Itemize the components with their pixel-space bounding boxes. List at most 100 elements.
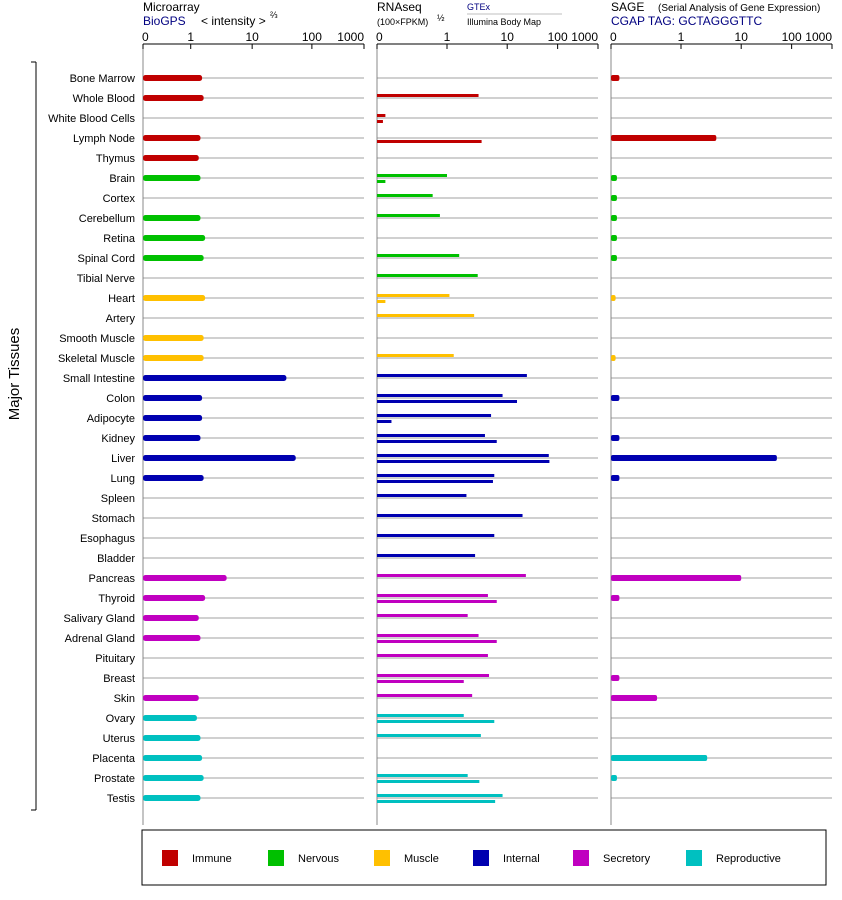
rnaseq-bodymap-bar: [377, 720, 495, 723]
rnaseq-gtex-bar: [377, 614, 468, 617]
sage-bar: [611, 455, 777, 461]
tissue-label: Liver: [111, 453, 135, 465]
legend-label: Secretory: [603, 853, 651, 865]
rnaseq-gtex-bar: [377, 474, 495, 477]
tissue-label: Pituitary: [95, 653, 135, 665]
sage-bar: [611, 175, 617, 181]
tissue-label: White Blood Cells: [48, 113, 135, 125]
rnaseq-gtex-bar: [377, 674, 490, 677]
rnaseq-unit: (100×FPKM): [377, 17, 428, 27]
rnaseq-gtex-bar: [377, 174, 448, 177]
rnaseq-bodymap-bar: [377, 180, 386, 183]
rnaseq-bodymap-bar: [377, 600, 497, 603]
rnaseq-bodymap-bar: [377, 300, 386, 303]
rnaseq-bodymap-bar: [377, 780, 480, 783]
rnaseq-tick-label: 1000: [571, 30, 598, 44]
rnaseq-gtex-bar: [377, 434, 485, 437]
sage-bar: [611, 595, 620, 601]
legend-label: Nervous: [298, 853, 339, 865]
rnaseq-title: RNAseq: [377, 0, 422, 14]
tissue-label: Tibial Nerve: [77, 273, 135, 285]
legend-label: Immune: [192, 853, 232, 865]
microarray-bar: [143, 575, 227, 581]
sage-bar: [611, 75, 620, 81]
tissue-label: Colon: [106, 393, 135, 405]
sage-bar: [611, 195, 617, 201]
rows-layer: Bone Marrow Whole Blood White Blood Cells L…: [48, 73, 832, 805]
axes-layer: 0 1 10 100 1000 0 1 10 100 1000 0 1 10 100 1000: [142, 30, 833, 825]
microarray-tick-label: 100: [302, 30, 322, 44]
microarray-bar: [143, 75, 203, 81]
rnaseq-bodymap-bar: [377, 420, 392, 423]
microarray-bar: [143, 355, 204, 361]
tissue-group-bracket: Major Tissues: [6, 61, 37, 811]
microarray-header: Microarray BioGPS < intensity > ⅔: [143, 0, 278, 28]
rnaseq-gtex-bar: [377, 574, 526, 577]
sage-bar: [611, 255, 617, 261]
tissue-label: Adrenal Gland: [65, 633, 135, 645]
tissue-label: Prostate: [94, 773, 135, 785]
microarray-bar: [143, 235, 206, 241]
tissue-label: Testis: [107, 793, 136, 805]
tissue-label: Stomach: [92, 513, 135, 525]
tissue-label: Cerebellum: [79, 213, 135, 225]
sage-tick-label: 0: [610, 30, 617, 44]
sage-bar: [611, 295, 616, 301]
rnaseq-bodymap-bar: [377, 480, 493, 483]
rnaseq-tick-label: 10: [501, 30, 515, 44]
rnaseq-gtex-bar: [377, 314, 475, 317]
rnaseq-unit-exponent: ½: [437, 13, 445, 23]
rnaseq-bodymap-bar: [377, 140, 482, 143]
tissue-label: Lymph Node: [73, 133, 135, 145]
microarray-bar: [143, 695, 199, 701]
tissue-label: Skin: [114, 693, 135, 705]
microarray-bar: [143, 295, 206, 301]
microarray-tick-label: 1000: [337, 30, 364, 44]
legend-label: Muscle: [404, 853, 439, 865]
microarray-bar: [143, 375, 287, 381]
sage-bar: [611, 695, 658, 701]
rnaseq-gtex-bar: [377, 654, 488, 657]
microarray-bar: [143, 175, 201, 181]
tissue-label: Breast: [103, 673, 135, 685]
sage-bar: [611, 355, 616, 361]
sage-tick-label: 1: [678, 30, 685, 44]
legend-swatch: [686, 850, 702, 866]
tissue-label: Ovary: [106, 713, 136, 725]
rnaseq-gtex-bar: [377, 714, 464, 717]
rnaseq-gtex-bar: [377, 774, 468, 777]
microarray-bar: [143, 95, 204, 101]
tissue-label: Cortex: [103, 193, 136, 205]
rnaseq-bodymap-bar: [377, 640, 497, 643]
legend-swatch: [473, 850, 489, 866]
legend-swatch: [374, 850, 390, 866]
rnaseq-source-illumina: Illumina Body Map: [467, 17, 541, 27]
tissue-label: Brain: [109, 173, 135, 185]
tissue-label: Thyroid: [98, 593, 135, 605]
rnaseq-gtex-bar: [377, 414, 492, 417]
sage-header: SAGE (Serial Analysis of Gene Expression…: [611, 0, 820, 28]
microarray-bar: [143, 155, 199, 161]
rnaseq-gtex-bar: [377, 274, 478, 277]
microarray-title: Microarray: [143, 0, 200, 14]
sage-bar: [611, 135, 717, 141]
tissue-label: Esophagus: [80, 533, 136, 545]
rnaseq-gtex-bar: [377, 374, 527, 377]
rnaseq-bodymap-bar: [377, 460, 550, 463]
rnaseq-bodymap-bar: [377, 440, 497, 443]
microarray-bar: [143, 415, 203, 421]
rnaseq-gtex-bar: [377, 634, 479, 637]
microarray-tick-label: 1: [187, 30, 194, 44]
microarray-bar: [143, 435, 201, 441]
sage-tag: CGAP TAG: GCTAGGGTTC: [611, 14, 762, 28]
rnaseq-gtex-bar: [377, 794, 503, 797]
microarray-unit: < intensity >: [201, 14, 266, 28]
microarray-bar: [143, 395, 203, 401]
legend: Immune Nervous Muscle Internal Secretory Repr…: [162, 850, 781, 866]
legend-label: Reproductive: [716, 853, 781, 865]
sage-tick-label: 100: [782, 30, 802, 44]
microarray-bar: [143, 475, 204, 481]
microarray-bar: [143, 715, 197, 721]
rnaseq-gtex-bar: [377, 114, 386, 117]
